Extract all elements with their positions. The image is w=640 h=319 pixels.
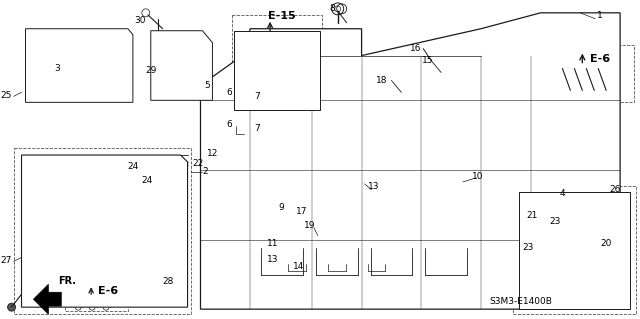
Text: 21: 21 — [526, 211, 538, 220]
Text: 10: 10 — [472, 172, 484, 182]
Text: 3: 3 — [54, 64, 60, 73]
Text: 20: 20 — [600, 239, 612, 248]
Circle shape — [276, 122, 288, 134]
Polygon shape — [234, 31, 320, 110]
Text: 5: 5 — [205, 81, 211, 90]
Polygon shape — [200, 13, 620, 309]
Text: E-6: E-6 — [98, 286, 118, 296]
Text: 15: 15 — [422, 56, 434, 65]
Text: 17: 17 — [296, 207, 308, 216]
Text: 16: 16 — [410, 44, 421, 53]
Circle shape — [340, 122, 353, 134]
Text: 24: 24 — [141, 176, 153, 185]
Text: 8: 8 — [329, 4, 335, 13]
Text: 9: 9 — [278, 203, 284, 212]
Text: 6: 6 — [227, 120, 232, 129]
Circle shape — [268, 67, 280, 78]
Text: 4: 4 — [559, 189, 565, 198]
Text: E-15: E-15 — [268, 11, 296, 21]
Polygon shape — [151, 31, 212, 100]
Text: 27: 27 — [0, 256, 12, 265]
Polygon shape — [22, 155, 188, 307]
Text: 30: 30 — [134, 16, 146, 25]
Text: 13: 13 — [368, 182, 380, 191]
Text: 2: 2 — [203, 167, 208, 176]
Text: FR.: FR. — [58, 276, 76, 286]
Text: 23: 23 — [522, 243, 534, 252]
Circle shape — [8, 303, 15, 311]
Text: 12: 12 — [207, 149, 218, 158]
Text: 7: 7 — [254, 92, 260, 101]
Polygon shape — [33, 284, 61, 314]
Text: 6: 6 — [227, 88, 232, 97]
Text: 22: 22 — [192, 160, 204, 168]
Polygon shape — [26, 29, 133, 102]
Text: E-6: E-6 — [590, 54, 611, 63]
Text: 25: 25 — [0, 91, 12, 100]
Text: 23: 23 — [550, 217, 561, 226]
Text: 18: 18 — [376, 76, 387, 85]
Text: 19: 19 — [305, 221, 316, 230]
Text: 7: 7 — [254, 124, 260, 133]
Text: 11: 11 — [266, 239, 278, 248]
Text: 14: 14 — [292, 262, 304, 271]
Text: 26: 26 — [609, 185, 621, 194]
Text: 13: 13 — [266, 255, 278, 264]
Text: S3M3-E1400B: S3M3-E1400B — [489, 297, 552, 306]
Text: 28: 28 — [162, 277, 173, 286]
Text: 29: 29 — [145, 66, 157, 75]
Text: 24: 24 — [127, 162, 139, 171]
Text: 1: 1 — [597, 11, 603, 20]
Polygon shape — [518, 192, 630, 309]
Circle shape — [405, 122, 417, 134]
